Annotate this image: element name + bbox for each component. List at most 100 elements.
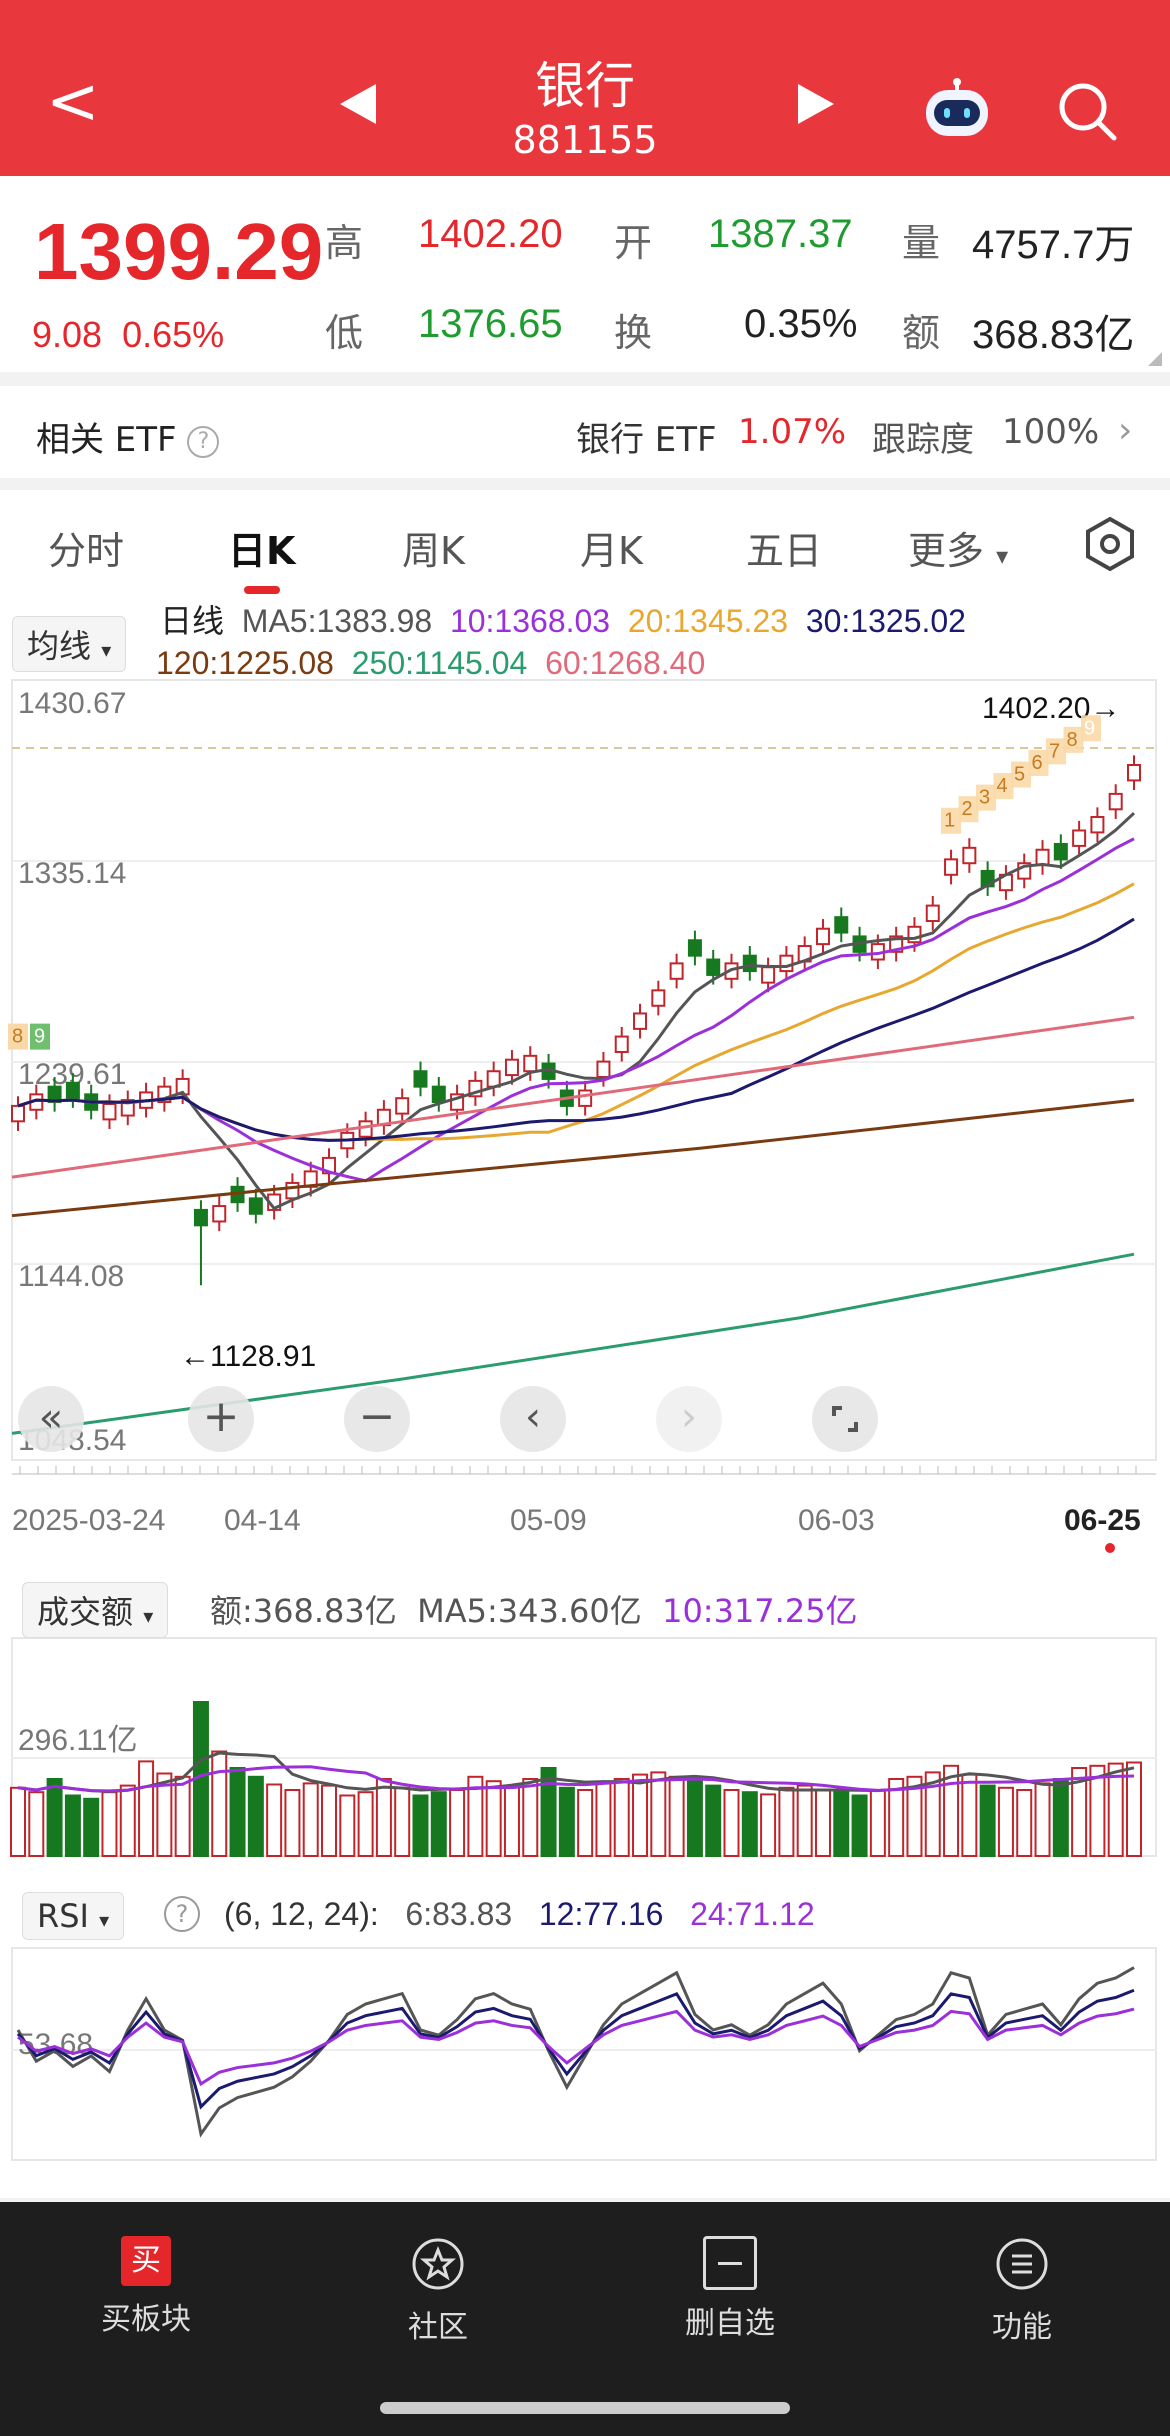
volume-bar <box>1016 1789 1033 1857</box>
volume-y-label: 296.11亿 <box>18 1724 138 1757</box>
tab-five-day[interactable]: 五日 <box>746 529 823 573</box>
amount-label: 额 <box>902 311 941 355</box>
candle-body <box>1108 792 1123 811</box>
etf-change: 1.07% <box>738 412 847 452</box>
volume-bar <box>888 1778 905 1857</box>
fullscreen-button[interactable] <box>812 1386 878 1452</box>
x-axis-label: 06-03 <box>798 1504 875 1537</box>
volume-bar <box>339 1794 356 1857</box>
volume-bar <box>430 1791 447 1857</box>
settings-icon[interactable] <box>1082 516 1138 576</box>
volume-bar <box>412 1794 429 1857</box>
seq-marker-label: 8 <box>12 1026 23 1048</box>
zoom-in-button[interactable]: + <box>188 1386 254 1452</box>
high-value: 1402.20 <box>418 212 563 256</box>
volume-bar <box>979 1784 996 1857</box>
volume-bar <box>46 1778 63 1857</box>
tab-intraday[interactable]: 分时 <box>48 529 125 573</box>
stock-code: 881155 <box>512 118 658 162</box>
tab-daily[interactable]: 日K <box>228 529 296 573</box>
x-axis-label: 2025-03-24 <box>12 1504 165 1537</box>
candle-body <box>102 1102 117 1121</box>
volume-bar <box>741 1791 758 1857</box>
volume-bar <box>577 1789 594 1857</box>
corner-expand-icon[interactable] <box>1148 352 1162 366</box>
candle-body <box>944 858 959 876</box>
volume-bar <box>632 1773 649 1857</box>
robot-assistant-icon[interactable] <box>920 78 994 140</box>
volume-bar <box>229 1767 246 1857</box>
nav-label: 社区 <box>408 2310 468 2345</box>
candle-body <box>651 989 666 1007</box>
seq-marker <box>993 773 1014 800</box>
nav-label: 买板块 <box>101 2302 191 2337</box>
volume-bar <box>1107 1762 1124 1857</box>
prev-stock-button[interactable] <box>340 84 376 124</box>
seq-marker <box>976 784 996 811</box>
nav-remove-watchlist[interactable]: 删自选 <box>630 2222 830 2342</box>
tracking-label: 跟踪度 <box>872 420 974 460</box>
scroll-left-button[interactable]: ‹ <box>500 1386 566 1452</box>
nav-community[interactable]: 社区 <box>338 2222 538 2346</box>
rsi6-line <box>16 1966 1135 2138</box>
bottom-nav: 买 买板块 社区 删自选 功能 <box>0 2202 1170 2436</box>
volume-bar <box>1071 1767 1088 1857</box>
volume-select[interactable]: 成交额 ▾ <box>22 1582 169 1638</box>
back-button[interactable]: < <box>46 65 100 139</box>
candle-body <box>669 962 684 980</box>
tab-monthly[interactable]: 月K <box>580 529 643 573</box>
related-etf-row[interactable]: 相关 ETF ? 银行 ETF 1.07% 跟踪度 100% › <box>0 386 1170 478</box>
ma30-line <box>17 917 1135 1142</box>
candle-body <box>285 1181 300 1200</box>
search-icon[interactable] <box>1056 80 1118 146</box>
volume-bar <box>174 1775 191 1858</box>
zoom-out-button[interactable]: − <box>344 1386 410 1452</box>
rsi-help-icon[interactable]: ? <box>164 1896 200 1932</box>
seq-marker-label: 4 <box>997 775 1008 797</box>
candle-body <box>742 954 757 973</box>
nav-functions[interactable]: 功能 <box>922 2222 1122 2346</box>
ma-select[interactable]: 均线 ▾ <box>12 616 127 672</box>
scroll-right-button[interactable]: › <box>656 1386 722 1452</box>
candle-body <box>413 1070 428 1088</box>
tab-more[interactable]: 更多 ▾ <box>908 529 1009 573</box>
tab-weekly[interactable]: 周K <box>402 529 465 573</box>
candle-body <box>504 1058 519 1077</box>
low-label: 低 <box>325 311 364 355</box>
next-stock-button[interactable] <box>798 84 834 124</box>
ma5-line <box>17 812 1136 1211</box>
ma10-line <box>17 837 1135 1183</box>
seq-marker-label: 1 <box>944 810 955 832</box>
volume-bar <box>64 1794 81 1857</box>
min-price-label: ←1128.91 <box>180 1340 316 1373</box>
candle-body <box>11 1104 25 1123</box>
candle-body <box>815 927 830 946</box>
nav-buy-sector[interactable]: 买 买板块 <box>46 2222 246 2338</box>
collapse-left-button[interactable]: « <box>18 1386 84 1452</box>
amount-value: 368.83亿 <box>972 313 1135 357</box>
volume-bar <box>558 1786 575 1858</box>
candle-body <box>596 1060 611 1079</box>
volume-bar <box>1126 1761 1142 1857</box>
volume-bar <box>1034 1782 1051 1858</box>
seq-marker-label: 5 <box>1014 764 1025 786</box>
volume-bar <box>705 1784 722 1857</box>
kline-chart[interactable]: 1430.671335.141239.611144.081048.541402.… <box>0 598 1170 2198</box>
candle-body <box>1090 816 1105 834</box>
seq-marker-label: 2 <box>962 798 973 820</box>
rsi-select[interactable]: RSI ▾ <box>22 1892 125 1940</box>
volume-bar <box>266 1783 283 1857</box>
seq-marker <box>1046 738 1066 765</box>
candle-body <box>395 1097 410 1115</box>
volume-bar <box>650 1771 667 1858</box>
volume-bar <box>83 1797 100 1858</box>
volume-bar <box>686 1778 703 1857</box>
seq-marker <box>1011 761 1031 788</box>
app-header: < 银行 881155 <box>0 0 1170 176</box>
volume-legend: 额:368.83亿 MA5:343.60亿 10:317.25亿 <box>210 1592 858 1630</box>
change-value: 9.08 <box>32 314 103 355</box>
help-icon[interactable]: ? <box>187 425 220 458</box>
period-tabs: 分时 日K 周K 月K 五日 更多 ▾ <box>0 490 1170 598</box>
seq-marker <box>30 1023 50 1050</box>
volume-bar <box>924 1771 941 1858</box>
